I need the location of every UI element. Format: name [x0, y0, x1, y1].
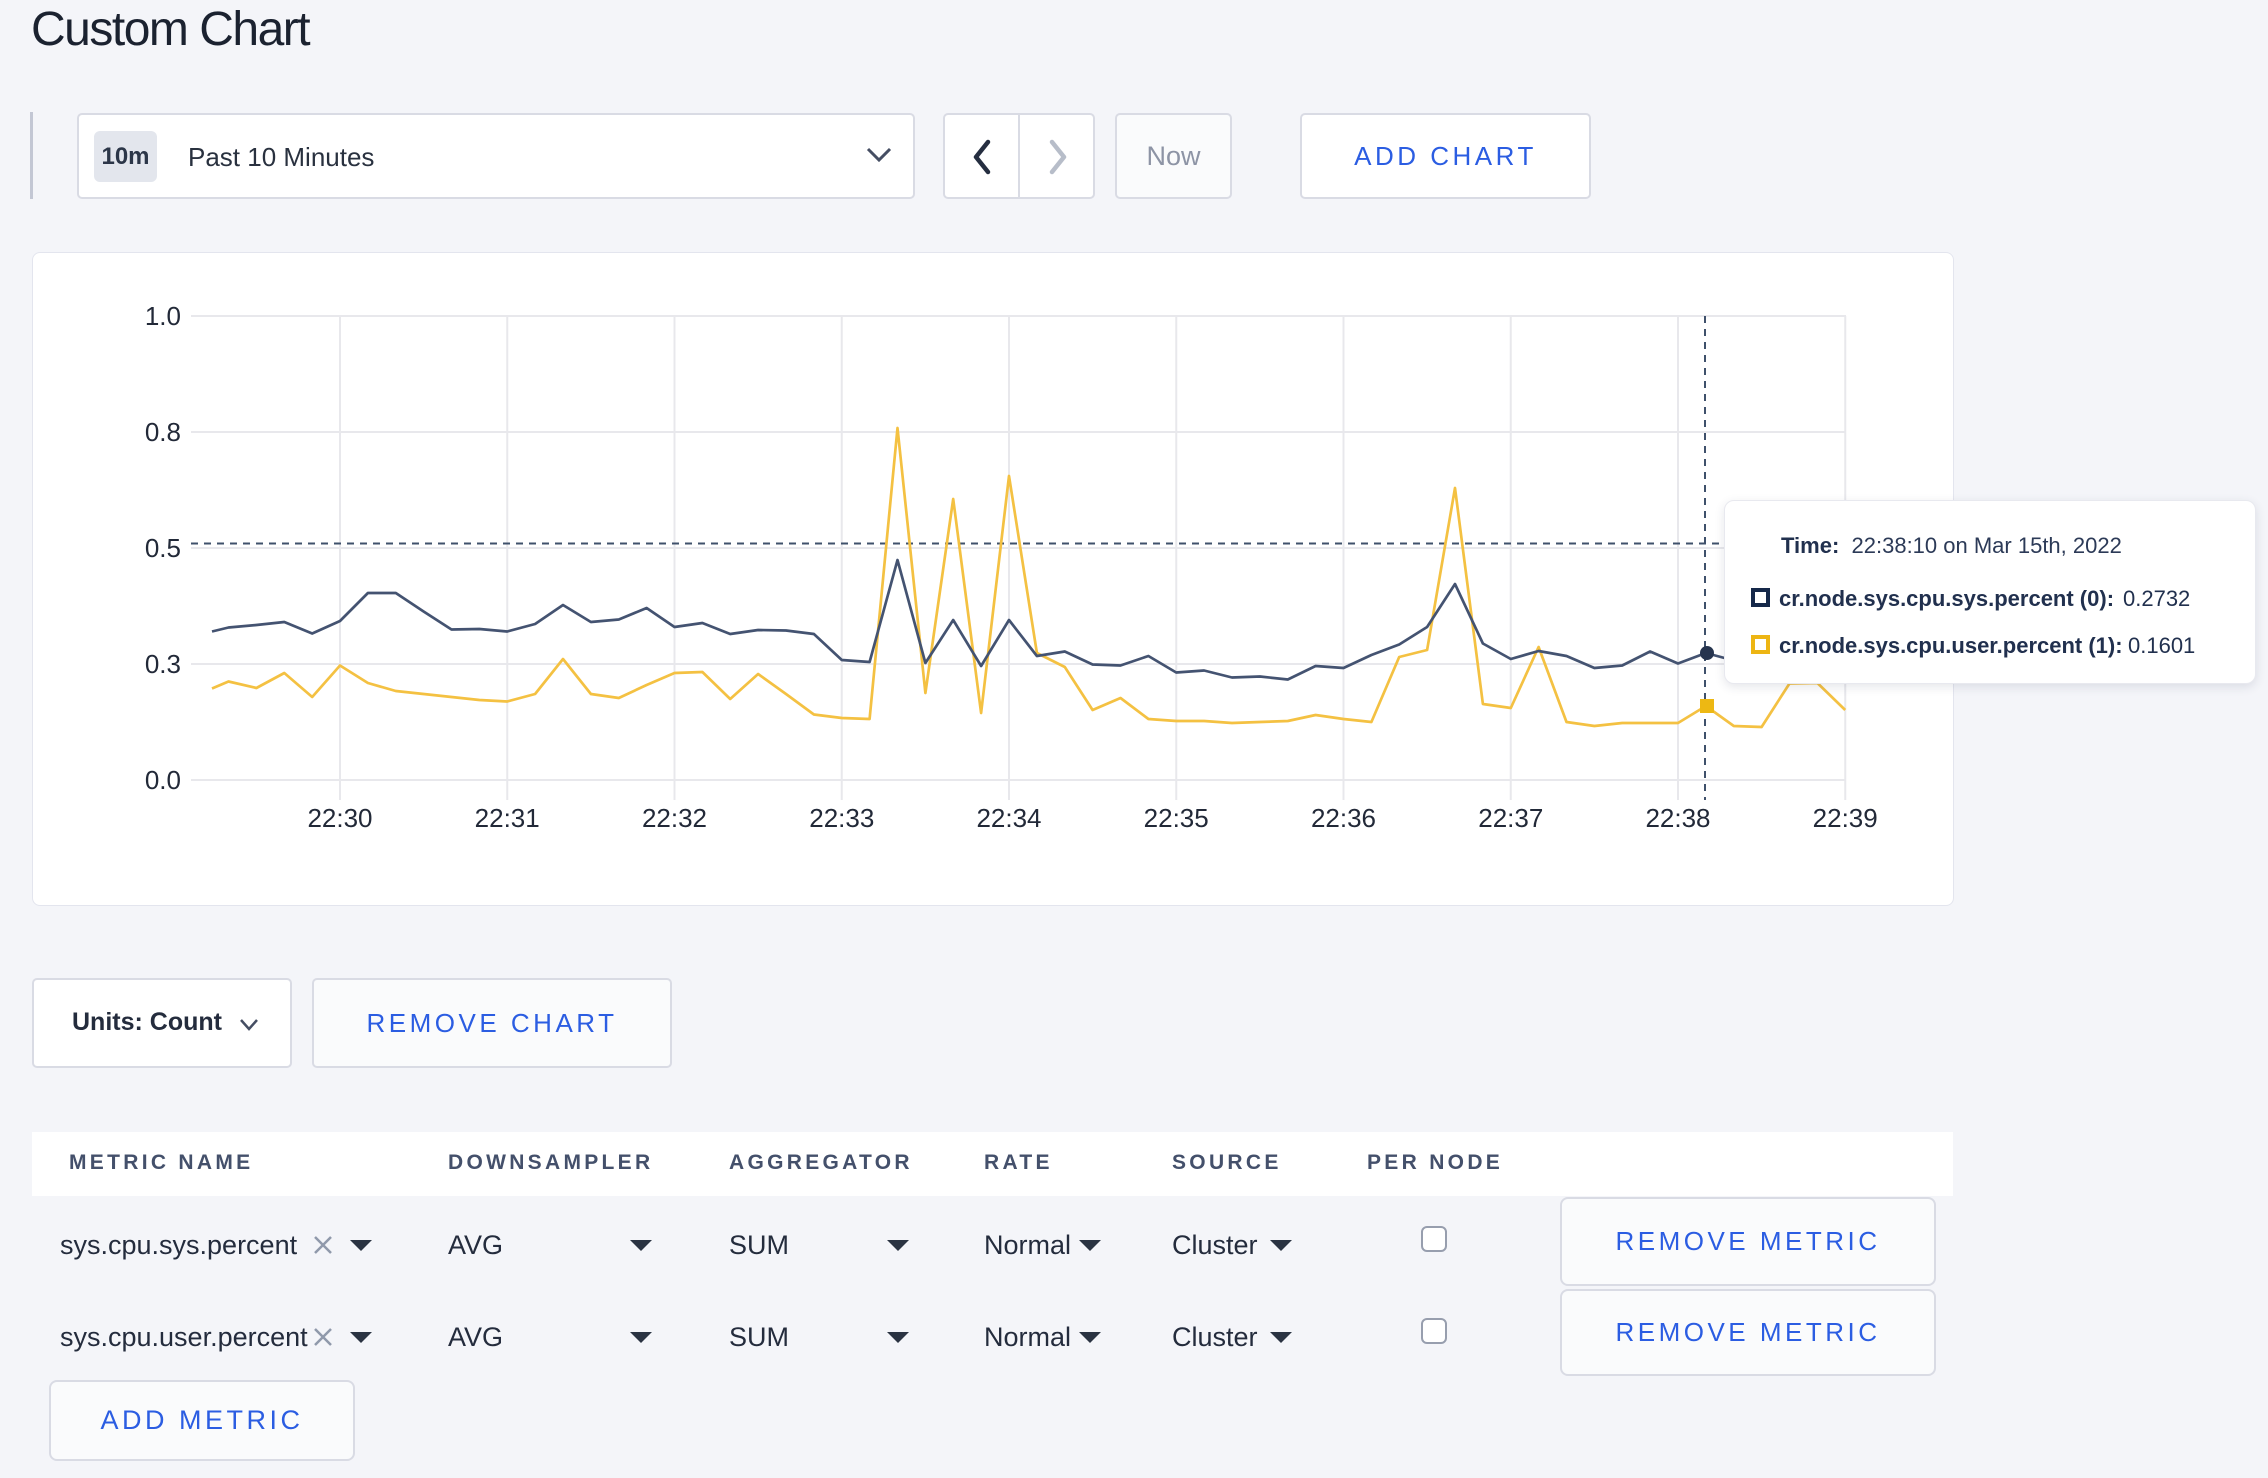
svg-text:0.5: 0.5	[145, 533, 181, 563]
svg-text:22:39: 22:39	[1813, 803, 1878, 833]
svg-text:0.3: 0.3	[145, 649, 181, 679]
svg-text:22:32: 22:32	[642, 803, 707, 833]
svg-text:22:34: 22:34	[976, 803, 1041, 833]
svg-text:1.0: 1.0	[145, 301, 181, 331]
svg-text:22:33: 22:33	[809, 803, 874, 833]
svg-text:22:38: 22:38	[1645, 803, 1710, 833]
svg-text:22:30: 22:30	[307, 803, 372, 833]
svg-text:22:35: 22:35	[1144, 803, 1209, 833]
svg-text:22:36: 22:36	[1311, 803, 1376, 833]
svg-text:22:31: 22:31	[475, 803, 540, 833]
svg-text:22:37: 22:37	[1478, 803, 1543, 833]
svg-text:0.8: 0.8	[145, 417, 181, 447]
svg-text:0.0: 0.0	[145, 765, 181, 795]
